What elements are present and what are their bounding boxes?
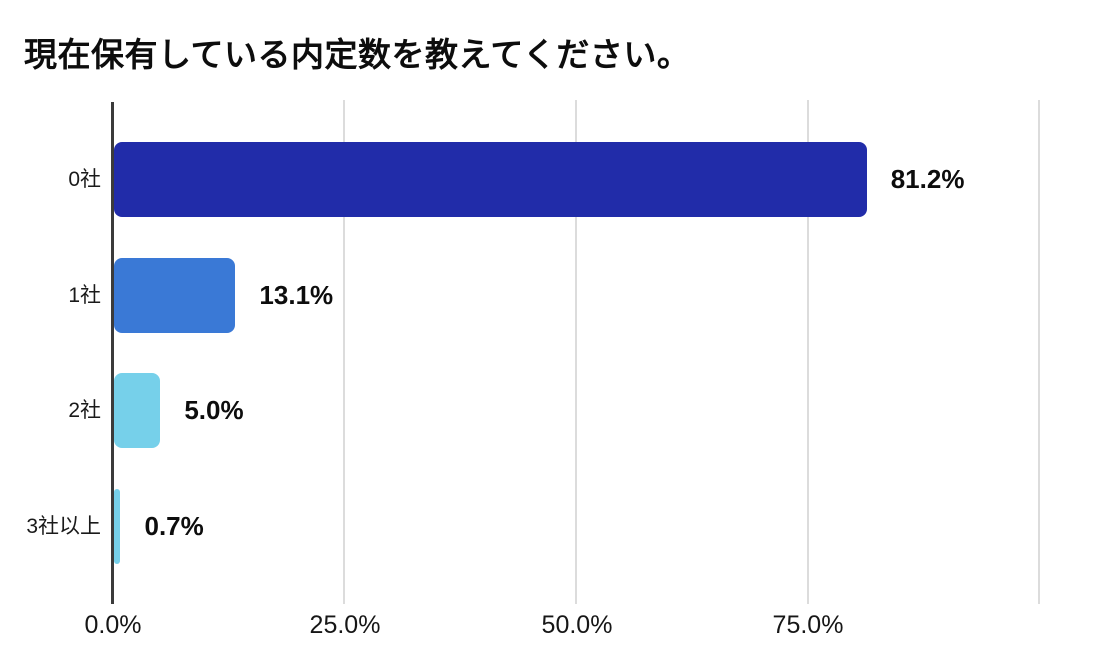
- value-label: 0.7%: [144, 511, 204, 541]
- chart-title: 現在保有している内定数を教えてください。: [24, 36, 691, 73]
- gridline-50pct: [575, 100, 577, 604]
- value-label: 5.0%: [184, 395, 244, 425]
- value-label: 81.2%: [890, 164, 965, 194]
- category-label: 0社: [68, 168, 101, 191]
- bar-0sha: [114, 142, 867, 217]
- x-tick-label-50: 50.0%: [541, 611, 613, 639]
- bar-3sha-ijou: [114, 489, 121, 564]
- category-label: 3社以上: [26, 515, 101, 538]
- x-tick-label-25: 25.0%: [309, 611, 381, 639]
- gridline-100pct: [1038, 100, 1040, 604]
- bar-row: 2社 5.0%: [0, 373, 1098, 448]
- category-label: 2社: [68, 399, 101, 422]
- value-label: 13.1%: [259, 280, 334, 310]
- bar-2sha: [114, 373, 161, 448]
- gridline-75pct: [807, 100, 809, 604]
- x-tick-label-75: 75.0%: [772, 611, 844, 639]
- x-tick-label-0: 0.0%: [84, 611, 142, 639]
- y-axis-line: [111, 102, 114, 604]
- bar-row: 1社 13.1%: [0, 258, 1098, 333]
- bar-row: 3社以上 0.7%: [0, 489, 1098, 564]
- gridline-25pct: [343, 100, 345, 604]
- category-label: 1社: [68, 284, 101, 307]
- bar-row: 0社 81.2%: [0, 142, 1098, 217]
- bar-1sha: [114, 258, 236, 333]
